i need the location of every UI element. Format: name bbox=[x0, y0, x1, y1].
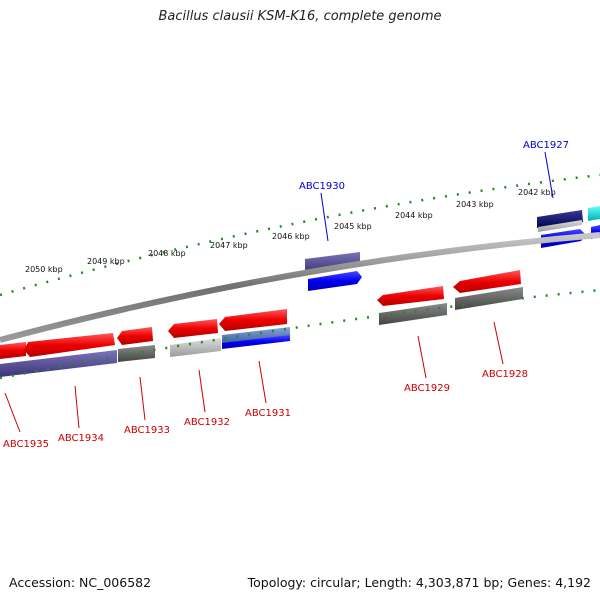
label-leaders bbox=[4, 321, 504, 433]
leader-abc1928 bbox=[493, 321, 504, 365]
gene-abc1933-cds bbox=[117, 327, 153, 345]
gene-abc1928-cds bbox=[453, 270, 521, 293]
gene-abc1934-feature bbox=[0, 350, 117, 377]
ruler-label-2043: 2043 kbp bbox=[456, 200, 494, 209]
gene-abc1928-feature bbox=[455, 287, 523, 310]
gene-abc1934-cds bbox=[24, 333, 115, 357]
ruler-label-2049: 2049 kbp bbox=[87, 257, 125, 266]
gene-label-abc1933: ABC1933 bbox=[124, 425, 170, 436]
gene-label-abc1927: ABC1927 bbox=[523, 140, 569, 151]
inner-track-genes bbox=[0, 270, 523, 377]
gene-abc1931-cds bbox=[219, 309, 287, 331]
map-title: Bacillus clausii KSM-K16, complete genom… bbox=[158, 9, 442, 24]
accession-text: Accession: NC_006582 bbox=[9, 575, 152, 590]
leader-abc1935 bbox=[4, 392, 21, 433]
gene-abc1929-cds bbox=[377, 286, 444, 306]
gene-abc1927-light bbox=[538, 220, 582, 232]
gene-label-abc1929: ABC1929 bbox=[404, 383, 450, 394]
leader-abc1930 bbox=[320, 192, 329, 242]
gene-abc1930-cds bbox=[308, 271, 362, 291]
gene-abc1933-feature bbox=[118, 345, 155, 362]
leader-abc1932 bbox=[198, 369, 206, 413]
gene-label-abc1928: ABC1928 bbox=[482, 369, 528, 380]
gene-abc1931-cds-rev bbox=[222, 335, 290, 349]
leader-abc1933 bbox=[139, 376, 146, 421]
gene-abc1929-feature bbox=[379, 303, 447, 325]
genome-backbone bbox=[0, 232, 600, 343]
ruler-label-2044: 2044 kbp bbox=[395, 211, 433, 220]
ruler-label-2045: 2045 kbp bbox=[334, 222, 372, 231]
ruler-label-2042: 2042 kbp bbox=[518, 188, 556, 197]
gene-label-abc1931: ABC1931 bbox=[245, 408, 291, 419]
gene-label-abc1930: ABC1930 bbox=[299, 181, 345, 192]
ruler-label-2050: 2050 kbp bbox=[25, 265, 63, 274]
ruler-labels: 2050 kbp 2049 kbp 2048 kbp 2047 kbp 2046… bbox=[25, 188, 556, 274]
ruler-label-2046: 2046 kbp bbox=[272, 232, 310, 241]
gene-labels: ABC1935 ABC1934 ABC1933 ABC1932 ABC1931 … bbox=[3, 140, 569, 450]
topology-text: Topology: circular; Length: 4,303,871 bp… bbox=[247, 575, 591, 590]
gene-label-abc1932: ABC1932 bbox=[184, 417, 230, 428]
gene-next-cyan bbox=[588, 206, 600, 221]
leader-abc1927 bbox=[544, 151, 554, 199]
leader-abc1929 bbox=[417, 335, 427, 379]
gene-label-abc1934: ABC1934 bbox=[58, 433, 104, 444]
ruler-label-2048: 2048 kbp bbox=[148, 249, 186, 258]
label-leaders-blue bbox=[320, 151, 554, 242]
gene-label-abc1935: ABC1935 bbox=[3, 439, 49, 450]
leader-abc1931 bbox=[258, 360, 267, 404]
inner-ruler-arc bbox=[0, 288, 600, 380]
leader-abc1934 bbox=[74, 385, 80, 429]
gene-abc1932-cds bbox=[168, 319, 218, 338]
gene-abc1932-feature bbox=[170, 338, 221, 357]
ruler-label-2047: 2047 kbp bbox=[210, 241, 248, 250]
gene-abc1935-cds bbox=[0, 342, 26, 359]
